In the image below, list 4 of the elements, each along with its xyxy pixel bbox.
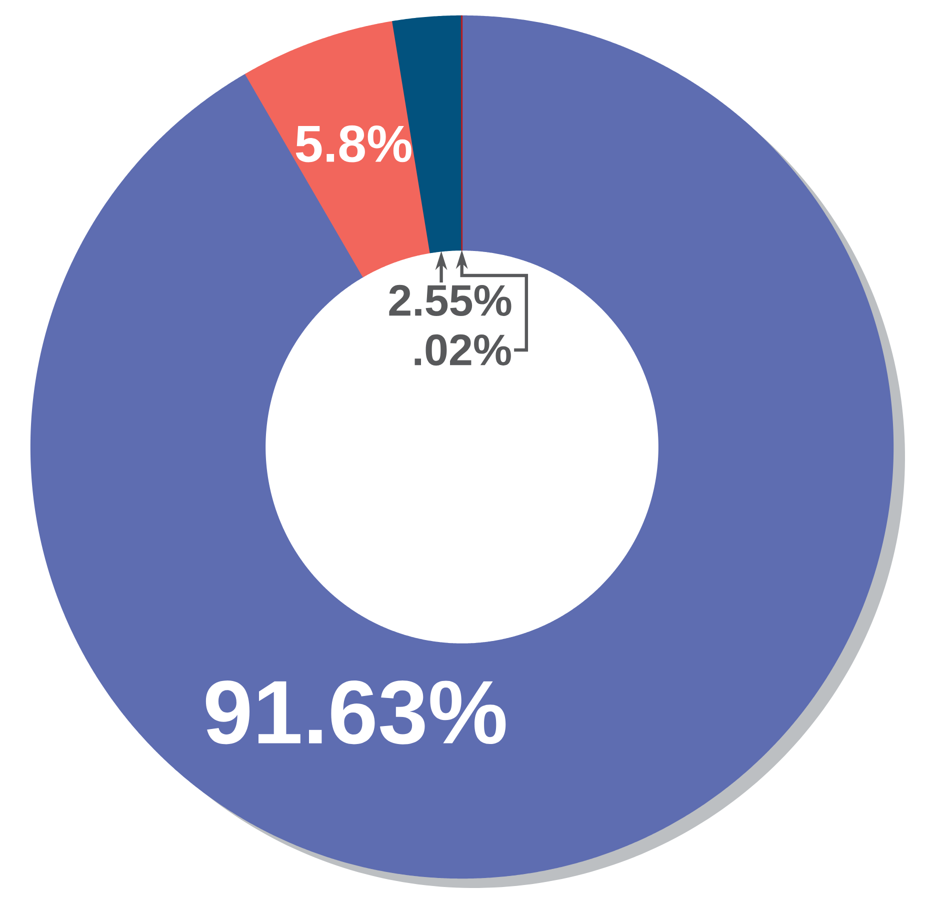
- data-label: 2.55%: [389, 284, 512, 316]
- data-label: 91.63%: [206, 680, 506, 744]
- data-label: .02%: [414, 334, 511, 366]
- data-label: 5.8%: [296, 125, 412, 162]
